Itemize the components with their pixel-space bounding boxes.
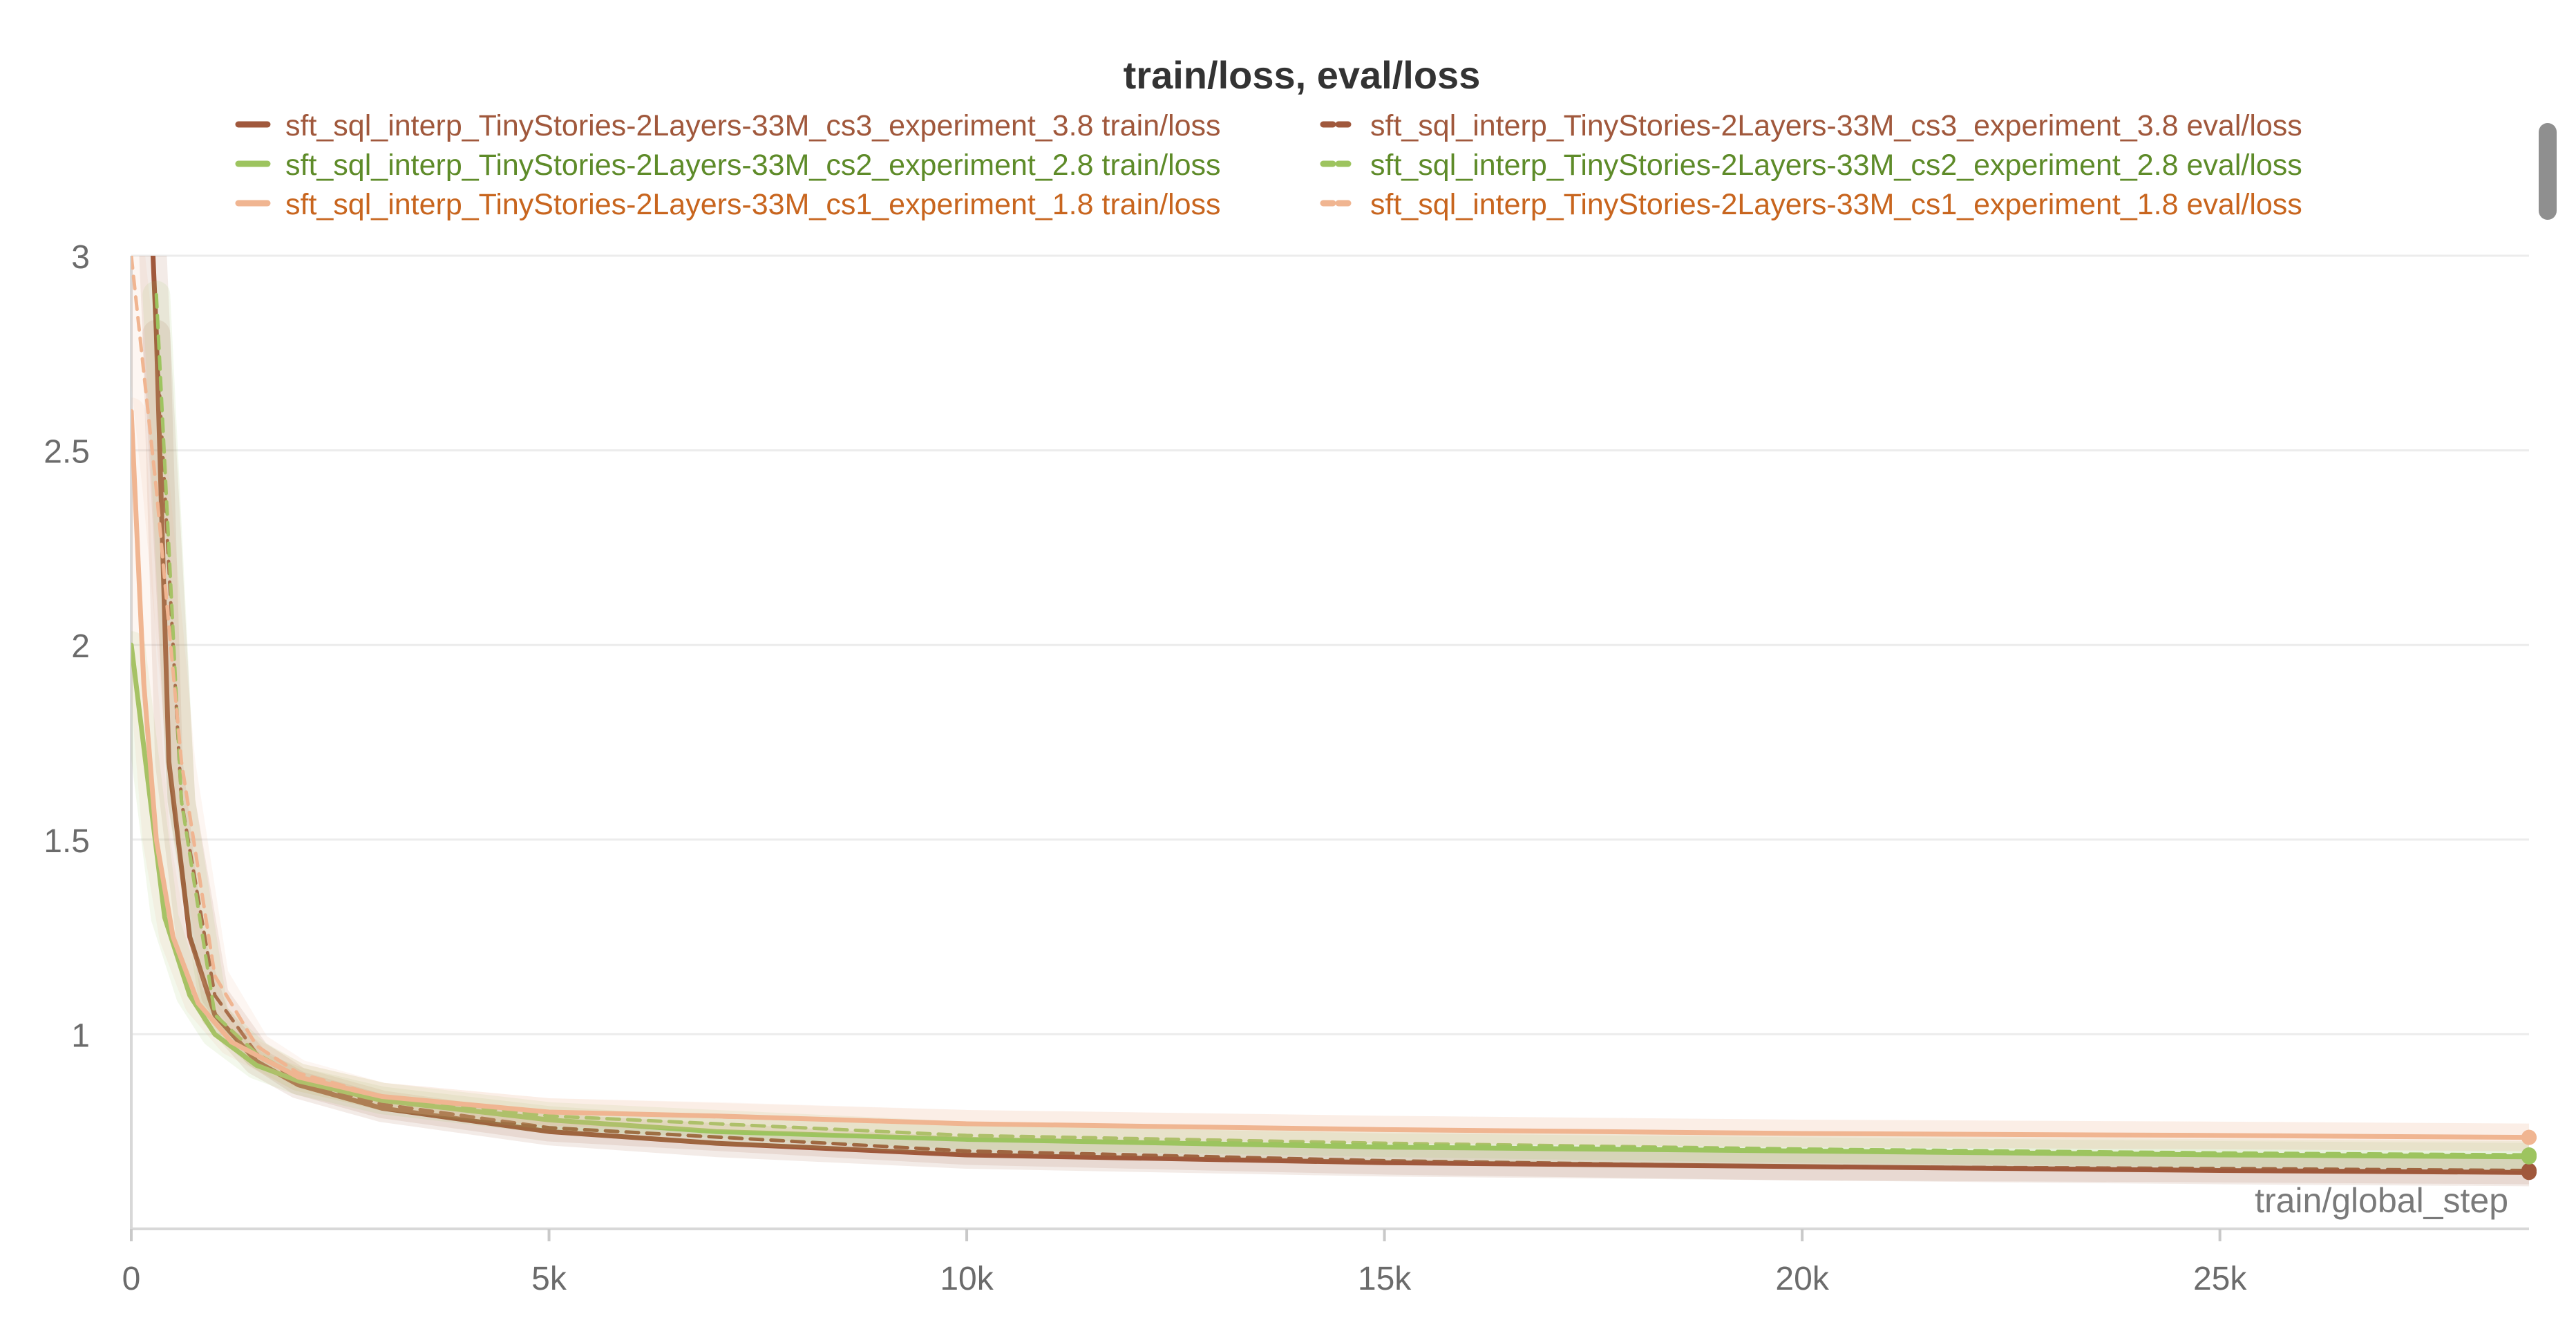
x-tick-label: 10k — [940, 1261, 994, 1297]
series-layer — [131, 256, 2529, 1187]
series-line — [150, 256, 2529, 1175]
series-band — [131, 631, 2529, 1171]
y-tick-label: 3 — [71, 239, 90, 276]
legend: sft_sql_interp_TinyStories-2Layers-33M_c… — [235, 109, 2302, 221]
series-band — [131, 256, 2529, 1151]
series-line — [131, 408, 2529, 1140]
y-tick-label: 1 — [71, 1017, 90, 1054]
series-line — [154, 292, 2529, 1157]
series-band — [142, 319, 2529, 1185]
x-tick-label: 15k — [1358, 1261, 1412, 1297]
series-band — [131, 397, 2529, 1151]
x-tick-label: 25k — [2193, 1261, 2247, 1297]
series-line — [154, 332, 2529, 1173]
y-tick-label: 1.5 — [44, 823, 90, 860]
x-tick-label: 0 — [122, 1261, 141, 1297]
legend-scrollbar-thumb[interactable] — [2539, 123, 2557, 220]
legend-entry-label: sft_sql_interp_TinyStories-2Layers-33M_c… — [285, 188, 1221, 221]
series-endpoint — [2521, 1129, 2537, 1145]
x-axis-label: train/global_step — [2255, 1181, 2508, 1220]
legend-entry-label: sft_sql_interp_TinyStories-2Layers-33M_c… — [1370, 188, 2302, 221]
legend-entry-label: sft_sql_interp_TinyStories-2Layers-33M_c… — [1370, 109, 2302, 142]
series-line — [131, 642, 2529, 1160]
grid-lines — [131, 254, 2529, 1035]
y-tick-label: 2.5 — [44, 434, 90, 471]
series-band — [142, 281, 2529, 1169]
legend-entry-label: sft_sql_interp_TinyStories-2Layers-33M_c… — [285, 149, 1221, 182]
series-band — [139, 256, 2529, 1187]
legend-entry-label: sft_sql_interp_TinyStories-2Layers-33M_c… — [1370, 149, 2302, 182]
x-tick-label: 20k — [1775, 1261, 1829, 1297]
series-endpoint — [2521, 1147, 2537, 1163]
series-endpoint — [2521, 1163, 2537, 1178]
x-tick-label: 5k — [531, 1261, 567, 1297]
series-line — [131, 256, 2529, 1140]
y-tick-label: 2 — [71, 628, 90, 665]
chart-title: train/loss, eval/loss — [1124, 53, 1481, 97]
legend-entry-label: sft_sql_interp_TinyStories-2Layers-33M_c… — [285, 109, 1221, 142]
